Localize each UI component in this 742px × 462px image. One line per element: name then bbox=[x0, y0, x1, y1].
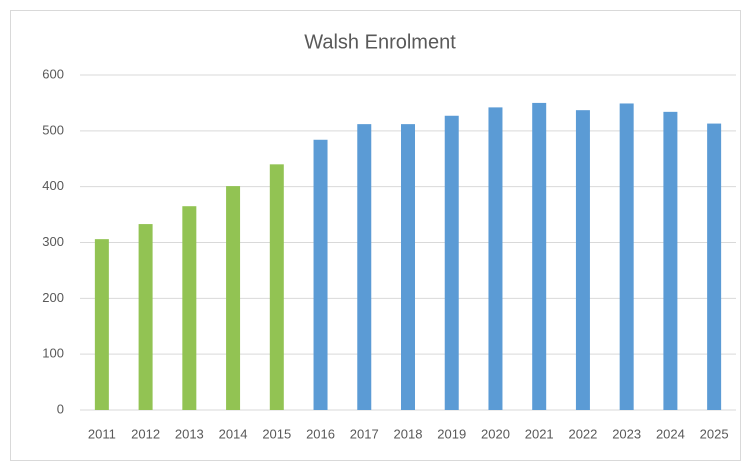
x-tick-label: 2011 bbox=[88, 426, 116, 441]
x-tick-label: 2020 bbox=[481, 426, 510, 441]
bar bbox=[401, 124, 415, 410]
bar bbox=[575, 110, 590, 411]
y-tick-label: 300 bbox=[42, 234, 64, 249]
y-tick-label: 600 bbox=[42, 66, 64, 81]
bar bbox=[269, 164, 284, 410]
y-tick-label: 200 bbox=[42, 290, 64, 305]
x-tick-label: 2021 bbox=[525, 426, 554, 441]
x-tick-label: 2024 bbox=[656, 426, 685, 441]
bar bbox=[619, 103, 634, 410]
x-tick-label: 2012 bbox=[131, 426, 160, 441]
x-tick-label: 2014 bbox=[219, 426, 248, 441]
bar bbox=[182, 206, 197, 410]
bar bbox=[663, 111, 678, 410]
x-tick-label: 2017 bbox=[350, 426, 379, 441]
bar bbox=[313, 139, 328, 410]
y-tick-label: 100 bbox=[42, 346, 64, 361]
bar bbox=[532, 102, 547, 411]
bar bbox=[138, 224, 153, 410]
chart-border bbox=[10, 10, 741, 461]
x-tick-label: 2025 bbox=[700, 426, 729, 441]
chart-title: Walsh Enrolment bbox=[304, 31, 456, 53]
y-tick-label: 400 bbox=[42, 178, 64, 193]
x-tick-label: 2013 bbox=[175, 426, 204, 441]
x-tick-label: 2023 bbox=[612, 426, 641, 441]
bar bbox=[226, 186, 241, 410]
bar bbox=[488, 107, 503, 410]
bar bbox=[94, 239, 109, 410]
x-tick-label: 2015 bbox=[262, 426, 291, 441]
y-tick-label: 500 bbox=[42, 122, 64, 137]
x-tick-label: 2022 bbox=[568, 426, 597, 441]
x-tick-label: 2016 bbox=[306, 426, 335, 441]
x-tick-label: 2018 bbox=[394, 426, 423, 441]
bar bbox=[444, 115, 459, 410]
bar bbox=[707, 123, 722, 410]
bar bbox=[357, 124, 372, 410]
y-tick-label: 0 bbox=[57, 401, 64, 416]
x-tick-label: 2019 bbox=[437, 426, 466, 441]
